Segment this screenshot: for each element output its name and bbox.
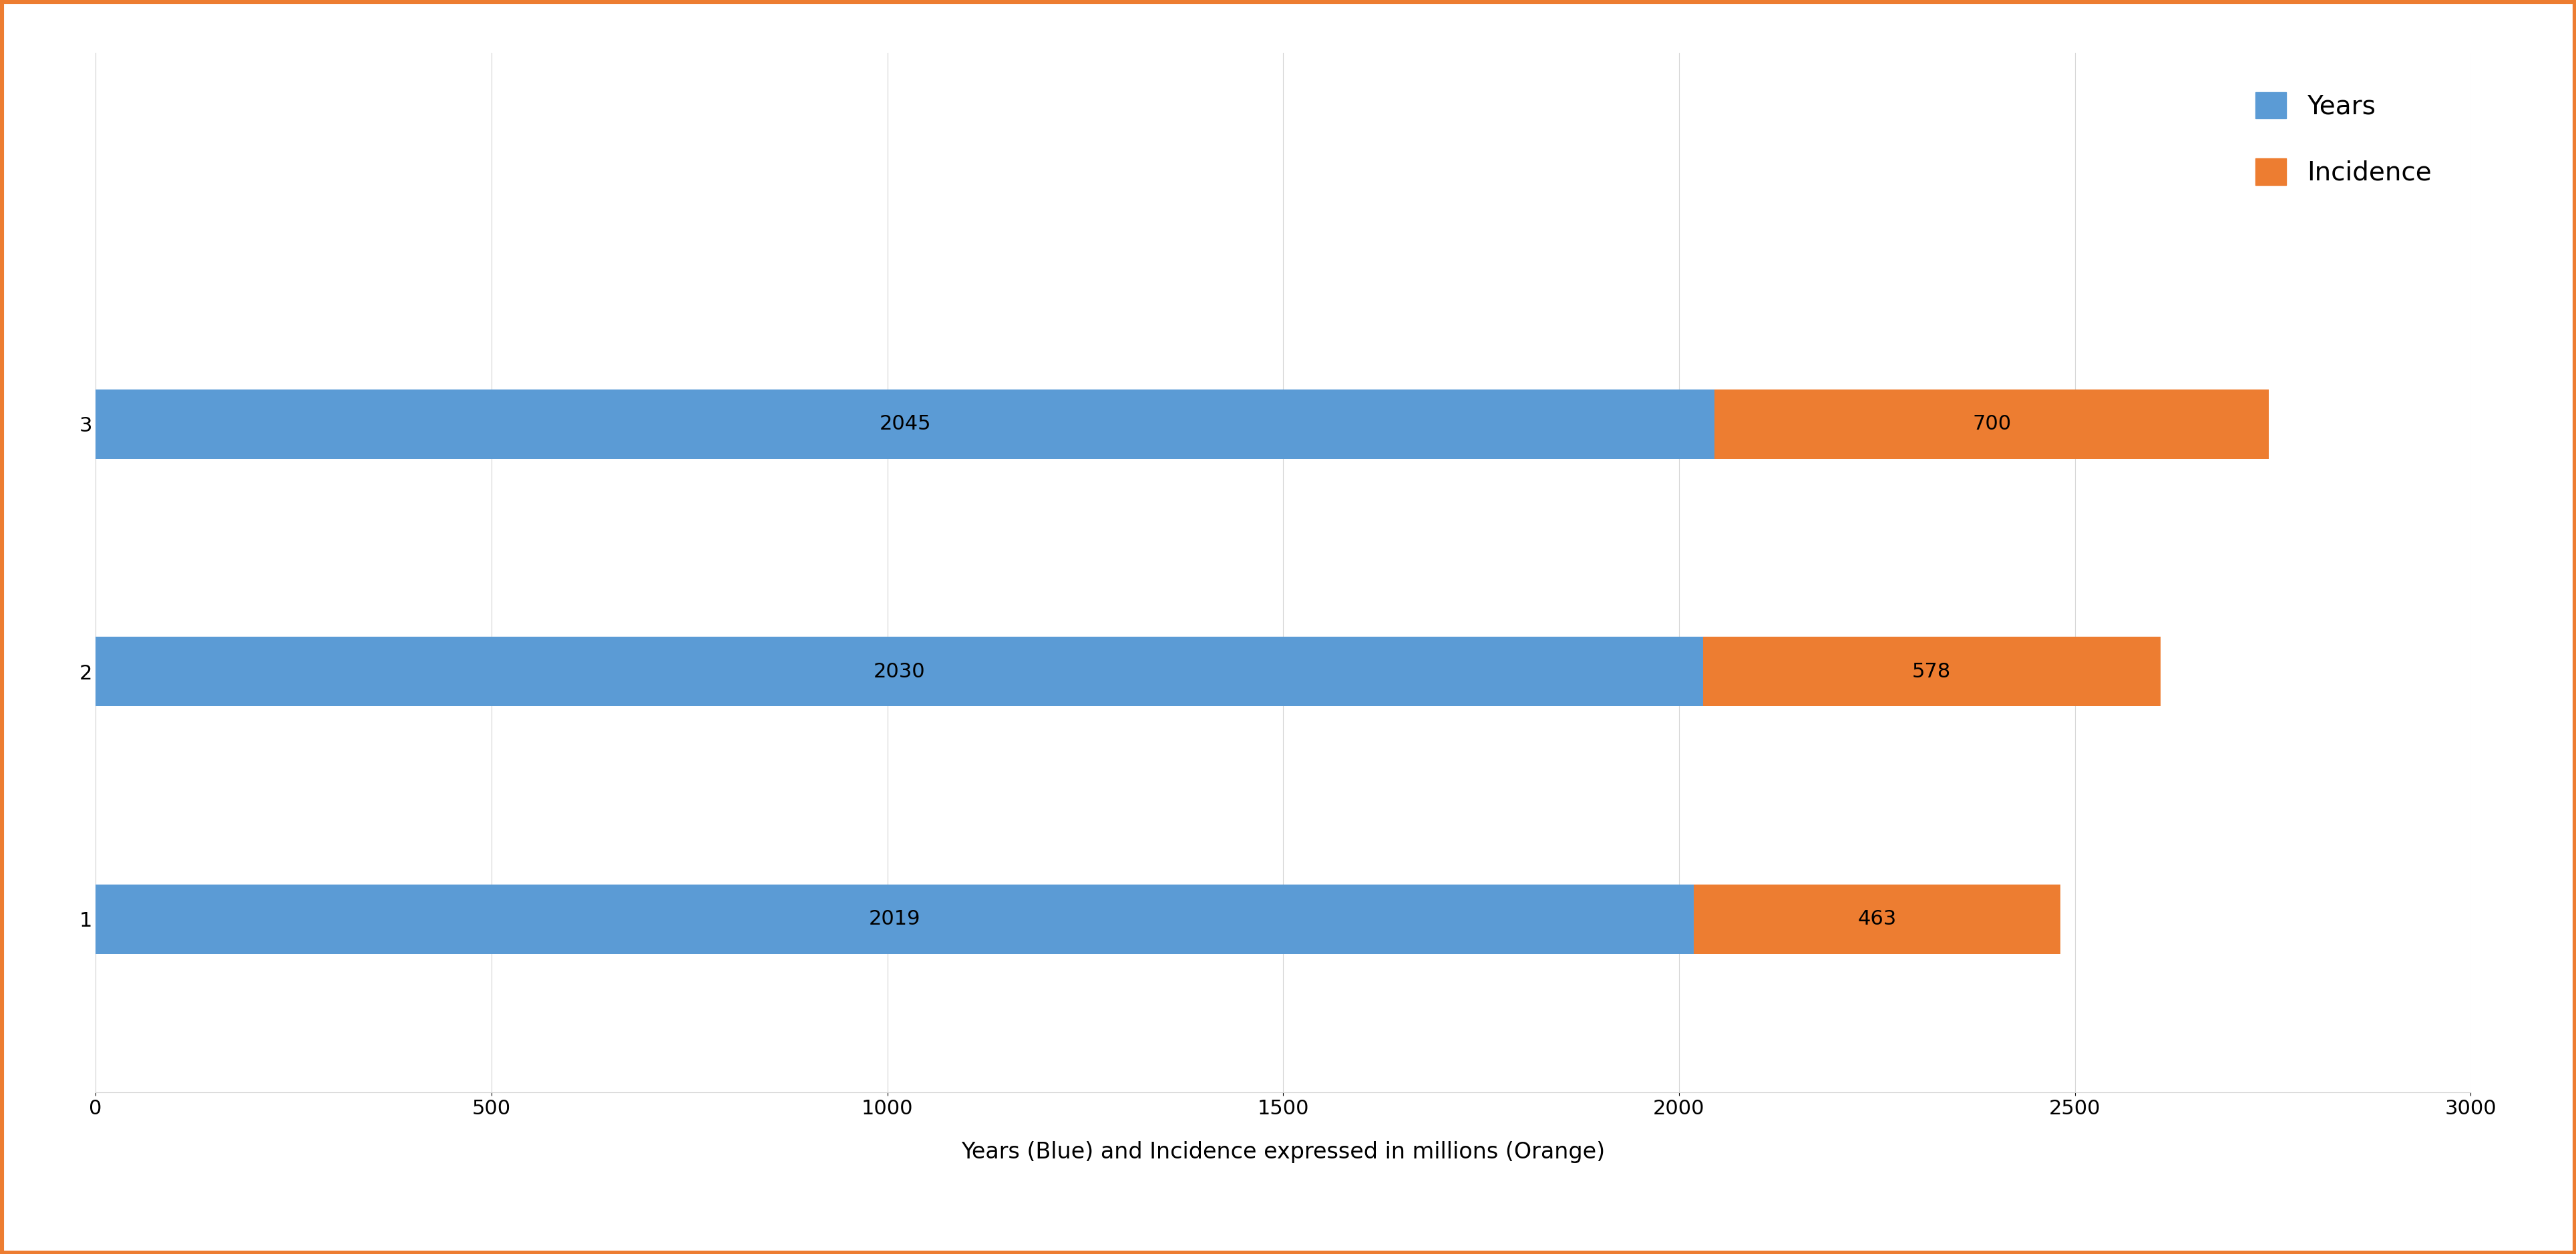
- Text: 2045: 2045: [878, 415, 930, 434]
- X-axis label: Years (Blue) and Incidence expressed in millions (Orange): Years (Blue) and Incidence expressed in …: [961, 1141, 1605, 1164]
- Bar: [95, 637, 1703, 706]
- Text: 700: 700: [1973, 415, 2012, 434]
- Bar: [1716, 390, 2269, 459]
- Text: 2019: 2019: [868, 909, 920, 929]
- Bar: [1703, 637, 2161, 706]
- Text: 463: 463: [1857, 909, 1896, 929]
- Bar: [95, 390, 1716, 459]
- Text: 578: 578: [1911, 662, 1950, 681]
- Legend: Years, Incidence: Years, Incidence: [2228, 66, 2458, 212]
- Text: 2030: 2030: [873, 662, 925, 681]
- Bar: [95, 884, 1695, 954]
- Bar: [1695, 884, 2061, 954]
